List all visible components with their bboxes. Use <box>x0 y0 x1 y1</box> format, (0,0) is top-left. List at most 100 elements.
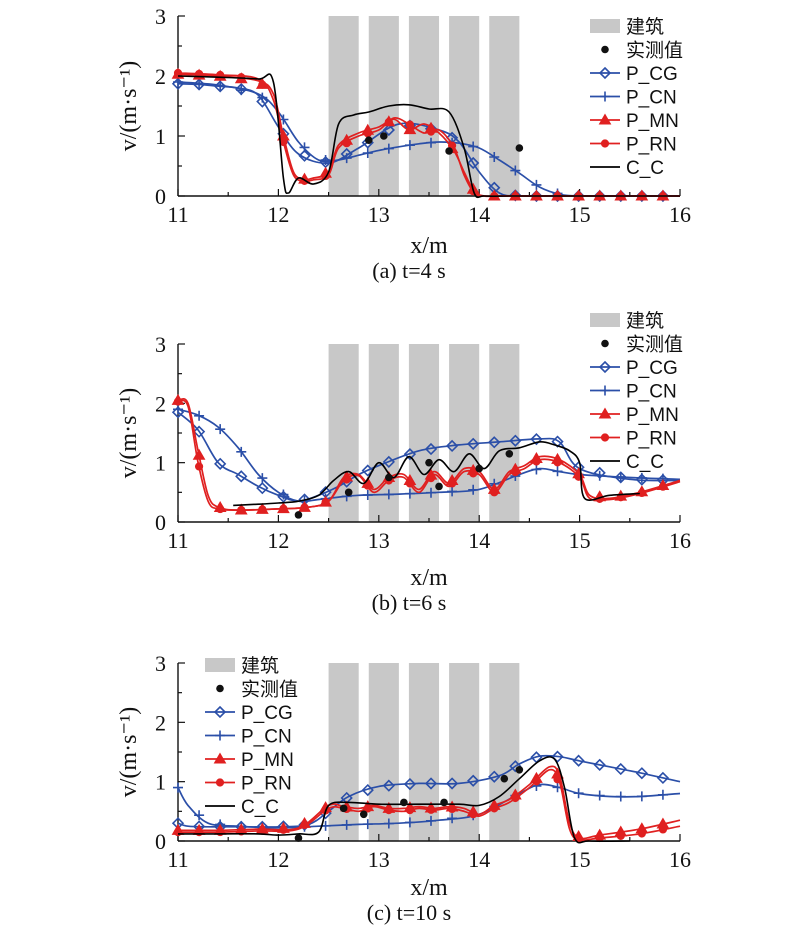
series-line-p-cn <box>177 783 681 829</box>
series-point-p-cg <box>192 425 206 438</box>
building-bar <box>328 16 359 196</box>
legend-swatch-marker <box>215 778 225 787</box>
legend-swatch-marker <box>213 752 227 764</box>
series-point-p-cn <box>299 142 310 153</box>
series-point-p-rn <box>216 504 225 514</box>
series-point-p-cg <box>572 754 585 767</box>
y-tick-label: 0 <box>155 510 166 535</box>
measured-point <box>475 464 484 473</box>
legend-label: P_CG <box>626 358 678 379</box>
series-point-p-cg <box>403 777 417 791</box>
series-point-p-cg <box>530 433 543 446</box>
series-point-p-rn <box>384 806 393 815</box>
measured-point <box>505 449 514 458</box>
series-point-p-cg <box>445 439 459 453</box>
series-point-p-cg <box>382 455 395 469</box>
series-point-p-cg <box>593 758 606 771</box>
series-point-p-cn <box>594 470 605 481</box>
legend-label: P_CG <box>241 703 293 724</box>
building-bar <box>449 16 480 196</box>
series-point-p-cn <box>320 155 331 165</box>
series-point-p-cg <box>382 779 395 792</box>
series-point-p-cn <box>257 473 268 484</box>
series-point-p-cn <box>552 466 563 477</box>
legend-label: P_RN <box>626 429 677 450</box>
series-point-p-cn <box>531 464 542 475</box>
series-point-p-rn <box>490 488 499 497</box>
legend-swatch-marker <box>215 730 225 741</box>
series-point-p-rn <box>405 120 415 129</box>
y-tick-label: 1 <box>155 770 166 795</box>
legend-label: P_CG <box>626 64 678 85</box>
series-point-p-cg <box>382 123 395 137</box>
legend-label: P_CN <box>626 88 677 109</box>
series-point-p-cn <box>278 489 289 500</box>
series-point-p-cn <box>194 78 205 89</box>
legend-label: P_CN <box>626 382 677 403</box>
legend-label: P_MN <box>626 405 679 426</box>
series-line-p-rn <box>177 399 681 511</box>
series-point-p-cg <box>445 777 459 790</box>
x-axis-label: x/m <box>410 233 448 259</box>
series-point-p-rn <box>511 468 520 477</box>
measured-point <box>359 810 368 819</box>
legend-swatch-building <box>590 19 620 33</box>
x-tick-label: 11 <box>167 202 188 227</box>
series-point-p-cn <box>426 815 437 826</box>
series-point-p-cn <box>594 790 605 801</box>
series-point-p-rn <box>511 793 520 803</box>
series-point-p-cn <box>426 137 437 148</box>
building-bar <box>328 663 359 841</box>
series-point-p-cn <box>194 410 205 421</box>
legend-swatch-building <box>590 313 620 327</box>
legend-label: C_C <box>626 158 664 179</box>
series-point-p-rn <box>279 825 288 834</box>
y-tick-label: 1 <box>155 124 166 149</box>
series-point-p-rn <box>173 397 183 406</box>
series-point-p-cn <box>636 791 647 802</box>
panel-caption: (c) t=10 s <box>367 900 452 925</box>
measured-point <box>344 488 353 497</box>
series-point-p-cg <box>467 437 480 450</box>
series-point-p-rn <box>237 505 246 515</box>
series-point-p-rn <box>426 127 436 136</box>
series-point-p-rn <box>426 805 436 814</box>
x-tick-label: 15 <box>569 847 591 872</box>
series-point-p-rn <box>658 482 668 491</box>
legend-label: C_C <box>241 797 279 818</box>
y-axis-label: v/(m·s⁻¹) <box>116 707 142 798</box>
series-point-p-rn <box>553 775 562 784</box>
legend-label: 实测值 <box>626 334 683 356</box>
building-bar <box>368 663 399 841</box>
series-point-p-rn <box>258 80 267 89</box>
y-axis-label: v/(m·s⁻¹) <box>116 388 142 479</box>
panel-caption: (a) t=4 s <box>372 258 446 283</box>
y-tick-label: 2 <box>155 391 166 416</box>
x-tick-label: 11 <box>167 528 188 553</box>
series-point-p-rn <box>469 810 478 819</box>
measured-point <box>515 766 524 774</box>
legend-swatch-marker <box>598 113 612 125</box>
series-point-p-cn <box>215 424 226 435</box>
legend-label: 实测值 <box>241 679 298 701</box>
legend-label: 建筑 <box>626 310 664 332</box>
series-point-p-cg <box>424 442 438 456</box>
series-point-p-cn <box>383 143 394 154</box>
series-point-p-cg <box>214 457 227 470</box>
series-point-p-rn <box>658 825 668 834</box>
legend-label: P_CN <box>241 727 292 748</box>
x-tick-label: 16 <box>669 847 691 872</box>
series-point-p-rn <box>363 481 372 490</box>
series-point-p-rn <box>532 457 541 466</box>
series-point-p-cn <box>236 446 247 457</box>
building-bar <box>328 344 359 522</box>
series-point-p-rn <box>194 462 204 471</box>
legend-swatch-marker <box>213 705 227 719</box>
y-tick-label: 1 <box>155 451 166 476</box>
series-point-p-rn <box>384 117 393 127</box>
legend-swatch-measured <box>216 684 224 693</box>
x-tick-label: 14 <box>468 202 490 227</box>
series-point-p-cg <box>656 771 670 785</box>
measured-point <box>515 144 524 152</box>
